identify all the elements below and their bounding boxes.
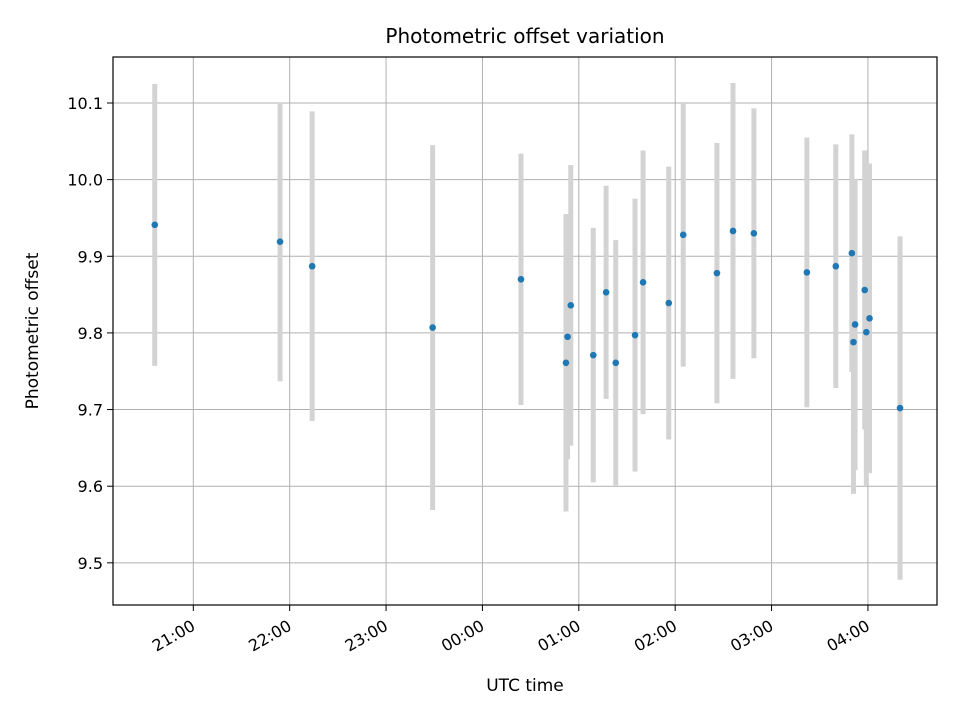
y-tick-label: 9.7 [78, 401, 103, 420]
data-point [631, 331, 639, 339]
data-point [151, 221, 159, 229]
y-tick-label: 9.9 [78, 247, 103, 266]
y-tick-label: 9.5 [78, 554, 103, 573]
data-points [151, 221, 904, 412]
data-point [665, 299, 673, 307]
grid [113, 57, 937, 605]
data-point [589, 351, 597, 359]
data-point [517, 275, 525, 283]
data-point [896, 404, 904, 412]
data-point [750, 229, 758, 237]
chart-title: Photometric offset variation [385, 24, 664, 48]
data-point [803, 269, 811, 276]
data-point [276, 238, 284, 246]
x-axis-label: UTC time [486, 676, 564, 696]
data-point [729, 227, 737, 235]
data-point [848, 249, 856, 257]
data-point [602, 288, 610, 296]
data-point [851, 321, 859, 328]
y-axis-label: Photometric offset [23, 252, 43, 409]
data-point [308, 262, 316, 270]
data-point [679, 231, 687, 239]
data-point [832, 262, 840, 270]
y-tick-label: 10.0 [67, 171, 103, 190]
y-tick-label: 10.1 [67, 94, 103, 113]
data-point [562, 359, 570, 367]
data-point [713, 269, 721, 277]
y-tick-label: 9.8 [78, 324, 103, 343]
y-axis-ticks: 9.5 9.6 9.7 9.8 9.9 10.0 10.1 [67, 94, 113, 573]
data-point [866, 315, 873, 322]
data-point [429, 324, 436, 331]
data-point [612, 359, 620, 367]
plot-frame [112, 56, 938, 606]
data-point [639, 279, 647, 286]
data-point [861, 286, 869, 294]
data-point [564, 333, 571, 341]
data-point [567, 302, 575, 309]
y-tick-label: 9.6 [78, 477, 103, 496]
data-point [863, 328, 870, 336]
data-point [850, 338, 857, 346]
